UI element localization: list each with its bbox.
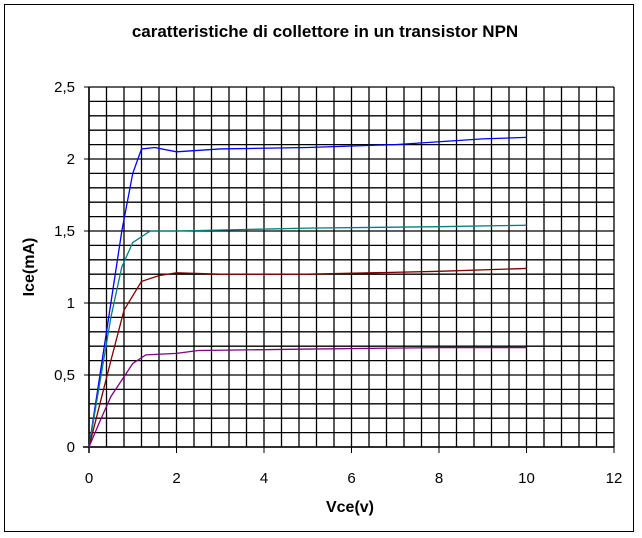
y-tick-label: 0,5 (54, 367, 75, 384)
y-tick-label: 1,5 (54, 223, 75, 240)
x-tick-label: 0 (85, 470, 93, 487)
y-tick-label: 1 (67, 295, 75, 312)
series-line-3 (88, 346, 527, 448)
x-axis-label: Vce(v) (325, 499, 375, 516)
x-tick-label: 4 (260, 470, 268, 487)
series-line-0 (88, 136, 527, 448)
x-tick-label: 2 (172, 470, 180, 487)
y-tick-label: 0 (67, 439, 75, 456)
x-tick-label: 8 (435, 470, 443, 487)
series-line-1 (88, 224, 527, 448)
series-line-2 (88, 267, 527, 448)
chart-border (4, 4, 634, 532)
x-tick-label: 10 (518, 470, 535, 487)
x-tick-label: 12 (606, 470, 623, 487)
chart-title: caratteristiche di collettore in un tran… (131, 22, 519, 41)
x-tick-label: 6 (347, 470, 355, 487)
y-tick-label: 2,5 (54, 79, 75, 96)
y-tick-label: 2 (67, 151, 75, 168)
